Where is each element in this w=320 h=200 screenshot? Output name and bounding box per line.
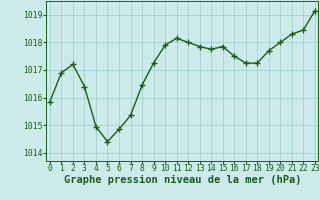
X-axis label: Graphe pression niveau de la mer (hPa): Graphe pression niveau de la mer (hPa) bbox=[64, 175, 301, 185]
